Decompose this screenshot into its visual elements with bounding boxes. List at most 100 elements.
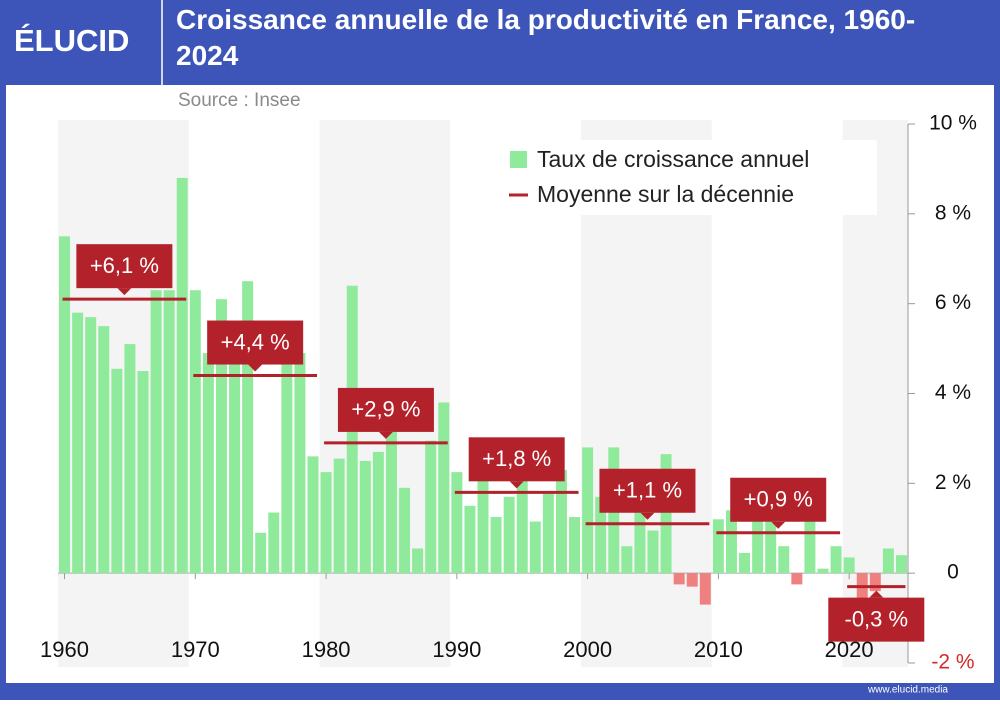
bar bbox=[673, 573, 685, 585]
bar bbox=[215, 299, 227, 574]
bar bbox=[739, 552, 751, 574]
bar bbox=[412, 548, 424, 574]
bar bbox=[333, 458, 345, 574]
bar bbox=[202, 353, 214, 574]
bar bbox=[778, 546, 790, 574]
bar bbox=[98, 326, 110, 574]
y-tick-label: 0 bbox=[947, 561, 959, 584]
x-tick-label: 2000 bbox=[563, 637, 612, 662]
label-pointer bbox=[869, 590, 884, 598]
bar bbox=[882, 548, 894, 574]
x-tick-label: 1990 bbox=[432, 637, 481, 662]
bar bbox=[660, 454, 672, 574]
bar bbox=[59, 236, 71, 574]
label-pointer bbox=[248, 364, 263, 372]
legend-label: Moyenne sur la décennie bbox=[537, 181, 794, 207]
bar bbox=[111, 368, 123, 574]
label-pointer bbox=[640, 512, 655, 520]
bar bbox=[621, 546, 633, 574]
legend-box bbox=[502, 140, 877, 215]
data-label: +6,1 % bbox=[90, 253, 159, 278]
bar bbox=[281, 348, 293, 574]
label-box bbox=[730, 477, 827, 522]
bar bbox=[307, 456, 319, 574]
title-box: Croissance annuelle de la productivité e… bbox=[176, 4, 916, 71]
bar bbox=[686, 573, 698, 587]
bar bbox=[320, 472, 332, 574]
bar bbox=[542, 492, 554, 574]
bar bbox=[725, 510, 737, 574]
x-tick-label: 2010 bbox=[694, 637, 743, 662]
bar bbox=[791, 573, 803, 585]
label-pointer bbox=[117, 288, 132, 296]
bar bbox=[804, 505, 816, 574]
logo: ÉLUCID bbox=[14, 23, 129, 58]
label-box bbox=[599, 468, 696, 513]
bar bbox=[529, 521, 541, 574]
bar bbox=[765, 503, 777, 574]
y-tick-label: 10 % bbox=[929, 112, 977, 135]
bar bbox=[124, 344, 136, 574]
chart-title: Croissance annuelle de la productivité e… bbox=[176, 4, 916, 71]
bar bbox=[516, 478, 528, 574]
bar bbox=[425, 440, 437, 574]
bar bbox=[843, 557, 855, 574]
data-label: -0,3 % bbox=[845, 606, 909, 631]
label-box bbox=[828, 597, 925, 642]
bar bbox=[268, 512, 280, 574]
bar bbox=[399, 487, 411, 574]
label-box bbox=[76, 244, 173, 289]
data-label: +0,9 % bbox=[744, 487, 813, 512]
data-label: +1,1 % bbox=[613, 478, 682, 503]
bar bbox=[438, 402, 450, 574]
bar bbox=[85, 317, 97, 574]
y-tick-label: -2 % bbox=[931, 651, 974, 674]
y-tick-label: 6 % bbox=[935, 291, 971, 314]
x-tick-label: 1960 bbox=[40, 637, 89, 662]
bar bbox=[176, 177, 188, 574]
data-label: +1,8 % bbox=[482, 446, 551, 471]
bar bbox=[294, 353, 306, 574]
bar bbox=[189, 290, 201, 574]
bar bbox=[569, 517, 581, 574]
y-tick-label: 8 % bbox=[935, 201, 971, 224]
subtitle: Source : Insee bbox=[178, 90, 301, 111]
bar bbox=[555, 469, 567, 574]
bar bbox=[817, 568, 829, 574]
bar bbox=[595, 496, 607, 574]
bar bbox=[163, 290, 175, 574]
bar bbox=[72, 312, 84, 574]
bar bbox=[150, 290, 162, 574]
bar bbox=[712, 519, 724, 574]
bar bbox=[372, 451, 384, 574]
bar bbox=[647, 530, 659, 574]
bar bbox=[451, 472, 463, 574]
x-tick-label: 1970 bbox=[171, 637, 220, 662]
bar bbox=[464, 505, 476, 574]
footer: www.elucid.media bbox=[867, 685, 948, 696]
label-pointer bbox=[509, 481, 524, 489]
label-pointer bbox=[378, 431, 393, 439]
bar bbox=[137, 371, 149, 574]
bar bbox=[699, 573, 711, 605]
label-pointer bbox=[771, 521, 786, 529]
bar bbox=[229, 348, 241, 574]
bar bbox=[830, 546, 842, 574]
data-label: +2,9 % bbox=[351, 397, 420, 422]
bar bbox=[752, 510, 764, 574]
legend-label: Taux de croissance annuel bbox=[537, 146, 809, 172]
data-label: +4,4 % bbox=[221, 329, 290, 354]
label-box bbox=[337, 387, 434, 432]
label-box bbox=[207, 320, 304, 365]
bar bbox=[477, 469, 489, 574]
bar bbox=[503, 496, 515, 574]
x-tick-label: 1980 bbox=[302, 637, 351, 662]
bar bbox=[582, 447, 594, 574]
bar bbox=[255, 532, 267, 574]
bar bbox=[869, 573, 881, 592]
bar bbox=[242, 281, 254, 574]
bar bbox=[359, 460, 371, 574]
label-box bbox=[468, 437, 565, 482]
bar bbox=[385, 429, 397, 574]
